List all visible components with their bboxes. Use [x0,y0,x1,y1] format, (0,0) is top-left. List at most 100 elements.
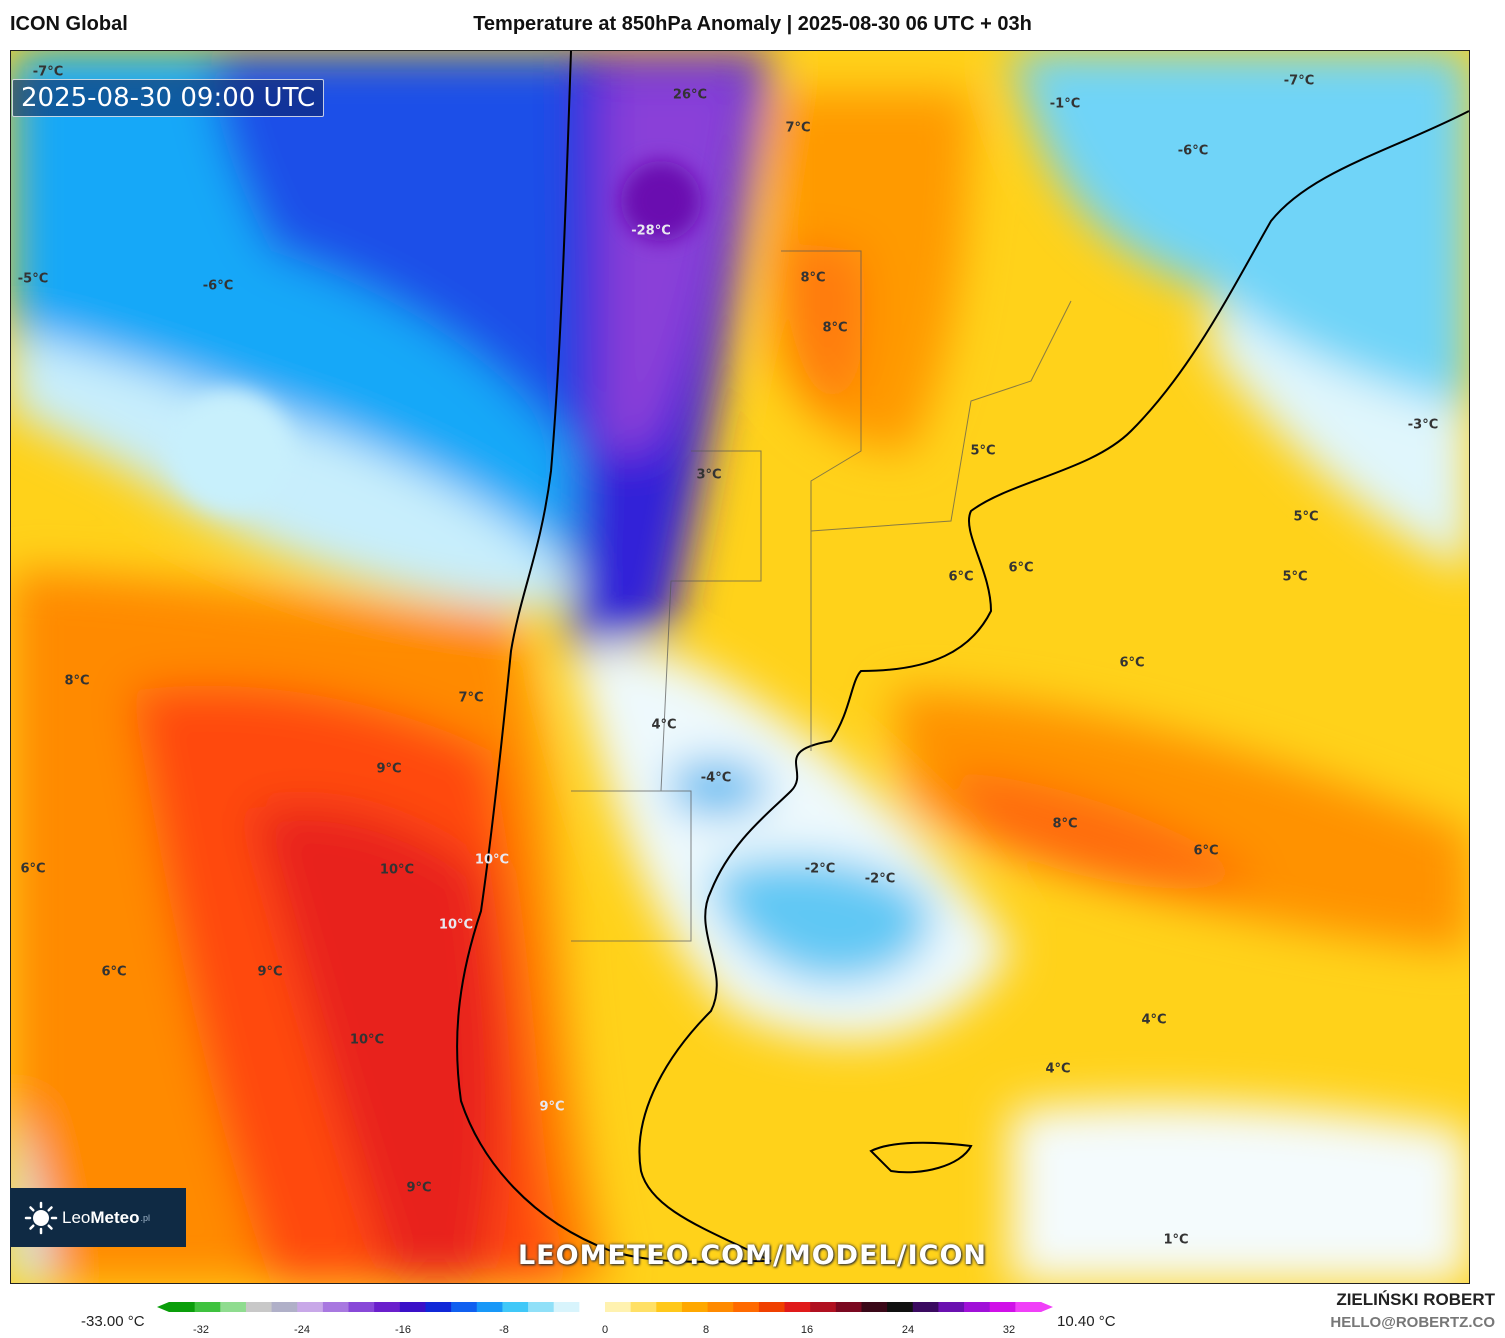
temp-label: 6°C [1008,560,1034,576]
colorbar-segment [348,1302,375,1312]
colorbar-segment [784,1302,811,1312]
purple-spot [621,161,701,241]
brazil-cold [1011,51,1469,411]
colorbar-segment [220,1302,247,1312]
model-name: ICON Global [10,13,128,35]
temperature-anomaly-map[interactable] [11,51,1469,1283]
colorbar-segment [425,1302,452,1312]
temp-label: 6°C [101,964,127,980]
temp-label: -7°C [32,64,64,80]
sun-icon [24,1201,58,1234]
pacific-pale-cold [11,331,571,611]
colorbar-segment [553,1302,580,1312]
temp-label: 8°C [64,673,90,689]
temp-label: -7°C [1283,73,1315,89]
colorbar-segment [169,1302,196,1312]
temp-label: -6°C [1177,143,1209,159]
colorbar-segment [528,1302,555,1312]
temp-label: 1°C [1163,1232,1189,1248]
watermark-url: LEOMETEO.COM/MODEL/ICON [517,1240,988,1271]
temp-label: 9°C [539,1099,565,1115]
temp-label: 26°C [672,87,708,103]
atlantic-warm-band [891,691,1469,951]
colorbar-tick-label: 24 [901,1324,915,1336]
valid-time-badge: 2025-08-30 09:00 UTC [12,79,325,117]
map-frame[interactable]: -7°C 26°C 7°C -1°C -7°C -6°C -28°C -5°C … [10,50,1470,1284]
south-atlantic-cool [1011,1102,1469,1283]
colorbar-tick-label: 16 [800,1324,814,1336]
colorbar-segment [579,1302,606,1312]
colorbar-min-label: -33.00 °C [81,1313,145,1330]
temp-label: 3°C [696,467,722,483]
colorbar-segment [399,1302,426,1312]
colorbar-segment [707,1302,734,1312]
colorbar-min-arrow [157,1302,169,1312]
patagonia-cold [711,856,933,983]
argentina-coastline [638,110,1469,1262]
chaco-hot [781,241,865,411]
temp-label: -28°C [631,223,671,239]
temp-label: -2°C [804,861,836,877]
temp-label: 6°C [1119,655,1145,671]
temp-label: -6°C [202,278,234,294]
temp-label: 4°C [1045,1061,1071,1077]
colorbar-segment [964,1302,991,1312]
colorbar-segment [1015,1302,1042,1312]
temp-label: 8°C [800,270,826,286]
andes-purple-core [601,71,751,451]
temp-label: -5°C [17,271,49,287]
temp-label: 4°C [1141,1012,1167,1028]
brazil-pale [1211,291,1469,571]
colorbar-segment [630,1302,657,1312]
border-2 [810,300,1072,532]
colorbar-segment [656,1302,683,1312]
border-3 [571,790,692,942]
leometeo-logo[interactable]: LeoMeteo .pl [10,1188,186,1247]
colorbar-segment [374,1302,401,1312]
cold-spot-1 [171,391,291,511]
temp-label: 6°C [948,569,974,585]
colorbar-segment [887,1302,914,1312]
temp-label: 10°C [438,917,474,933]
colorbar-max-label: 10.40 °C [1057,1313,1116,1330]
temp-label: 5°C [970,443,996,459]
colorbar-tick-label: 8 [702,1324,710,1336]
colorbar-segment [297,1302,324,1312]
colorbar-tick-label: -16 [395,1324,411,1336]
temp-label: -4°C [700,770,732,786]
falklands [869,1141,973,1174]
author-email[interactable]: HELLO@ROBERTZ.CO [1330,1314,1495,1331]
colorbar-segment [912,1302,939,1312]
colorbar-segment [451,1302,478,1312]
colorbar-segment [835,1302,862,1312]
colorbar-segment [989,1302,1016,1312]
temp-label: 8°C [822,320,848,336]
temp-label: 7°C [785,120,811,136]
temp-label: 10°C [379,862,415,878]
colorbar-segment [502,1302,529,1312]
colorbar-tick-label: -32 [193,1324,209,1336]
temp-label: 9°C [257,964,283,980]
temp-label: 6°C [20,861,46,877]
colorbar-segment [194,1302,221,1312]
temp-label: 8°C [1052,816,1078,832]
temp-label: 10°C [349,1032,385,1048]
temp-label: -1°C [1049,96,1081,112]
temp-label: 10°C [474,852,510,868]
colorbar-segment [733,1302,760,1312]
temp-label: 9°C [406,1180,432,1196]
author-name: ZIELIŃSKI ROBERT [1336,1290,1495,1309]
map-title: Temperature at 850hPa Anomaly | 2025-08-… [473,13,1032,35]
temp-label: 4°C [651,717,677,733]
temp-label: 5°C [1293,509,1319,525]
temp-label: -3°C [1407,417,1439,433]
valdes-cold [671,760,771,815]
border-4 [781,250,862,751]
pacific-core [251,805,500,1283]
temp-label: 5°C [1282,569,1308,585]
colorbar [157,1302,1053,1312]
colorbar-segment [681,1302,709,1312]
colorbar-max-arrow [1041,1302,1053,1312]
colorbar-tick-label: -8 [499,1324,509,1336]
colorbar-segment [245,1302,273,1312]
